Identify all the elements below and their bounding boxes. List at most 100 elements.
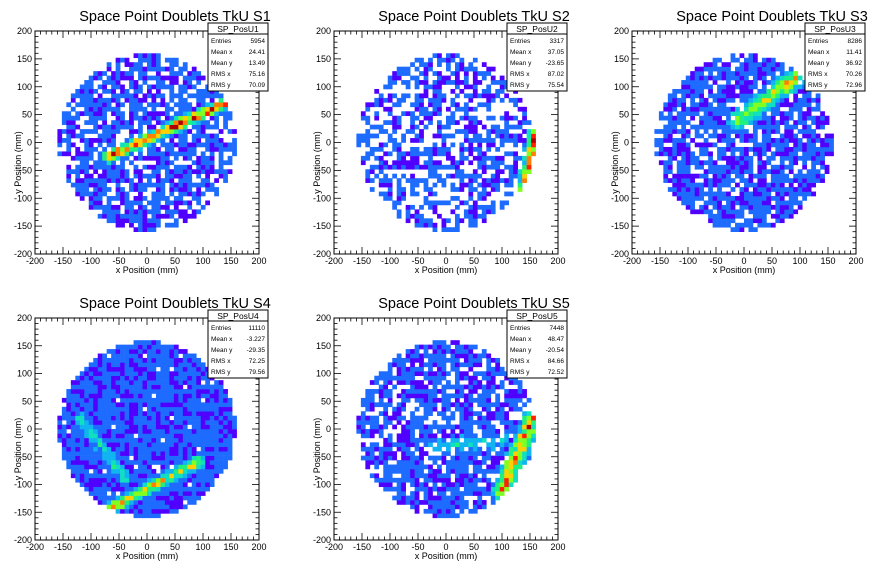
heatmap-cell	[423, 442, 429, 448]
heatmap-cell	[744, 80, 749, 85]
heatmap-cell	[97, 133, 103, 139]
heatmap-cell	[815, 146, 821, 152]
heatmap-cell	[178, 84, 184, 90]
heatmap-cell	[88, 477, 94, 483]
heatmap-cell	[414, 393, 420, 399]
heatmap-cell	[88, 191, 94, 197]
heatmap-cell	[187, 393, 193, 399]
heatmap-cell	[196, 433, 202, 439]
y-tick-label: 0	[27, 424, 32, 434]
heatmap-cell	[383, 424, 389, 430]
heatmap-cell	[147, 513, 152, 519]
heatmap-cell	[124, 424, 130, 430]
heatmap-cell	[522, 129, 527, 134]
heatmap-cell	[770, 138, 776, 143]
stats-row-value: 13.49	[249, 60, 266, 67]
heatmap-cell	[681, 129, 687, 134]
heatmap-cell	[70, 389, 76, 394]
y-tick-label: -100	[611, 193, 629, 203]
heatmap-cell	[178, 209, 184, 215]
heatmap-cell	[383, 420, 389, 425]
heatmap-cell	[147, 115, 152, 121]
heatmap-cell	[218, 138, 224, 143]
heatmap-cell	[218, 142, 224, 148]
heatmap-cell	[739, 196, 745, 201]
heatmap-cell	[93, 446, 99, 452]
heatmap-cell	[387, 362, 393, 368]
heatmap-cell	[360, 411, 366, 416]
heatmap-cell	[748, 200, 754, 206]
heatmap-cell	[486, 204, 492, 210]
heatmap-cell	[214, 446, 219, 452]
heatmap-cell	[517, 138, 523, 143]
heatmap-cell	[459, 160, 465, 166]
heatmap-cell	[138, 209, 143, 215]
heatmap-cell	[387, 389, 393, 394]
heatmap-cell	[770, 115, 776, 121]
heatmap-cell	[191, 424, 197, 430]
heatmap-cell	[147, 62, 152, 67]
heatmap-cell	[111, 473, 116, 479]
heatmap-cell	[726, 196, 731, 201]
heatmap-cell	[160, 384, 166, 390]
heatmap-cell	[200, 473, 206, 479]
heatmap-cell	[151, 155, 157, 161]
heatmap-cell	[392, 138, 398, 143]
heatmap-cell	[151, 111, 157, 117]
heatmap-cell	[111, 464, 116, 470]
stats-row-value: 5954	[251, 38, 266, 45]
heatmap-cell	[182, 66, 188, 72]
heatmap-cell	[463, 102, 469, 108]
heatmap-cell	[761, 57, 767, 63]
heatmap-cell	[775, 124, 781, 130]
heatmap-cell	[223, 411, 228, 416]
heatmap-cell	[218, 389, 224, 394]
heatmap-cell	[414, 138, 420, 143]
heatmap-cell	[70, 397, 76, 403]
heatmap-cell	[196, 182, 202, 188]
heatmap-cell	[200, 446, 206, 452]
heatmap-cell	[129, 411, 134, 416]
heatmap-cell	[97, 115, 103, 121]
heatmap-cell	[196, 486, 202, 492]
heatmap-cell	[93, 88, 99, 94]
heatmap-cell	[401, 437, 406, 443]
heatmap-cell	[173, 508, 179, 514]
heatmap-cell	[66, 178, 72, 183]
heatmap-cell	[187, 366, 193, 372]
heatmap-cell	[752, 93, 758, 99]
heatmap-cell	[142, 111, 148, 117]
heatmap-cell	[160, 133, 166, 139]
heatmap-cell	[223, 389, 228, 394]
heatmap-cell	[378, 155, 384, 161]
heatmap-cell	[205, 200, 211, 206]
heatmap-cell	[115, 411, 121, 416]
heatmap-cell	[383, 451, 389, 456]
heatmap-cell	[490, 173, 496, 179]
heatmap-cell	[735, 160, 740, 166]
heatmap-cell	[401, 366, 406, 372]
heatmap-cell	[209, 446, 215, 452]
heatmap-cell	[155, 353, 161, 359]
heatmap-cell	[446, 218, 451, 224]
heatmap-cell	[97, 84, 103, 90]
heatmap-cell	[124, 446, 130, 452]
heatmap-cell	[419, 93, 424, 99]
heatmap-cell	[432, 393, 438, 399]
heatmap-cell	[414, 84, 420, 90]
heatmap-cell	[472, 204, 478, 210]
heatmap-cell	[218, 97, 224, 103]
heatmap-cell	[138, 191, 143, 197]
heatmap-cell	[490, 200, 496, 206]
heatmap-cell	[396, 115, 402, 121]
heatmap-cell	[369, 442, 375, 448]
heatmap-cell	[124, 393, 130, 399]
heatmap-cell	[151, 504, 157, 510]
heatmap-cell	[504, 178, 510, 183]
heatmap-cell	[752, 182, 758, 188]
heatmap-cell	[187, 151, 193, 157]
heatmap-cell	[138, 102, 143, 108]
heatmap-cell	[120, 397, 125, 403]
heatmap-cell	[387, 477, 393, 483]
heatmap-cell	[138, 424, 143, 430]
